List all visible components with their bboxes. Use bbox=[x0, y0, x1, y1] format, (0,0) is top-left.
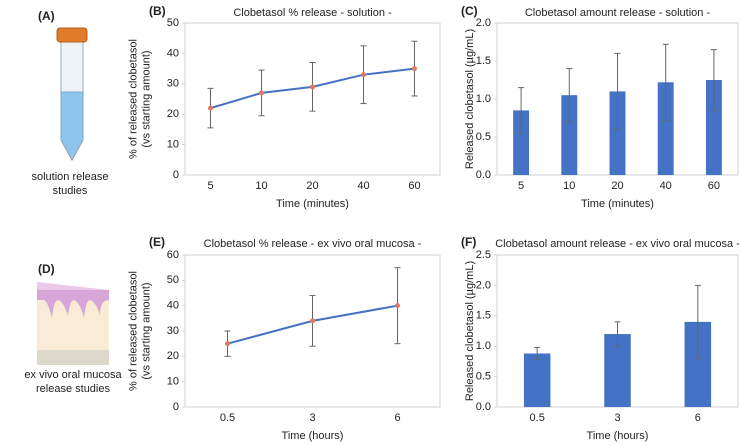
x-axis-label: Time (hours) bbox=[282, 430, 344, 442]
y-tick-label: 0.5 bbox=[476, 371, 491, 383]
plot-frame bbox=[184, 22, 441, 176]
x-tick-label: 40 bbox=[660, 180, 672, 192]
bar bbox=[705, 80, 722, 175]
x-tick-label: 6 bbox=[394, 412, 400, 424]
y-tick-label: 0.0 bbox=[476, 401, 491, 413]
y-tick-label: 0 bbox=[173, 169, 179, 181]
panel-label: (E) bbox=[149, 235, 165, 249]
chart-title: Clobetasol % release - solution - bbox=[233, 7, 392, 19]
x-tick-label: 60 bbox=[708, 180, 720, 192]
y-tick-label: 40 bbox=[167, 300, 179, 312]
y-tick-label: 10 bbox=[167, 376, 179, 388]
point bbox=[310, 84, 315, 90]
y-tick-label: 10 bbox=[167, 139, 179, 151]
x-tick-label: 6 bbox=[695, 412, 701, 424]
point bbox=[361, 72, 366, 78]
x-tick-label: 40 bbox=[357, 180, 369, 192]
y-tick-label: 20 bbox=[167, 108, 179, 120]
y-tick-label: 1.0 bbox=[476, 93, 491, 105]
y-tick-label: 1.5 bbox=[476, 310, 491, 322]
x-axis-label: Time (hours) bbox=[587, 430, 649, 442]
y-tick-label: 0 bbox=[173, 401, 179, 413]
error-bar bbox=[662, 43, 669, 121]
x-tick-label: 20 bbox=[611, 180, 623, 192]
panel-label: (B) bbox=[149, 4, 166, 18]
x-tick-label: 3 bbox=[309, 412, 315, 424]
y-axis-label: % of released clobetasol bbox=[127, 39, 139, 159]
caption: release studies bbox=[36, 383, 110, 395]
bar bbox=[513, 110, 530, 175]
tube-illustration bbox=[56, 27, 88, 162]
y-tick-label: 2.0 bbox=[476, 17, 491, 29]
x-tick-label: 3 bbox=[614, 412, 620, 424]
x-tick-label: 20 bbox=[306, 180, 318, 192]
point bbox=[259, 90, 264, 96]
x-tick-label: 5 bbox=[207, 180, 213, 192]
x-tick-label: 10 bbox=[563, 180, 575, 192]
panel-label: (C) bbox=[461, 4, 478, 18]
error-bar bbox=[566, 68, 573, 123]
x-tick-label: 60 bbox=[408, 180, 420, 192]
point bbox=[395, 303, 400, 309]
caption: ex vivo oral mucosa bbox=[24, 369, 122, 381]
y-tick-label: 0.0 bbox=[476, 169, 491, 181]
error-bar bbox=[614, 321, 621, 347]
x-axis-label: Time (minutes) bbox=[276, 198, 349, 210]
x-tick-label: 5 bbox=[518, 180, 524, 192]
error-bar bbox=[518, 87, 525, 134]
error-bar bbox=[614, 52, 621, 130]
y-tick-label: 20 bbox=[167, 350, 179, 362]
panel-label: (D) bbox=[38, 262, 55, 276]
y-tick-label: 30 bbox=[167, 325, 179, 337]
point bbox=[310, 318, 315, 324]
y-tick-label: 1.5 bbox=[476, 55, 491, 67]
y-tick-label: 50 bbox=[167, 274, 179, 286]
y-tick-label: 2.0 bbox=[476, 279, 491, 291]
x-tick-label: 0.5 bbox=[530, 412, 545, 424]
y-tick-label: 50 bbox=[167, 17, 179, 29]
y-axis-label: Released clobetasol (µg/mL) bbox=[464, 29, 476, 169]
mucosa-illustration bbox=[37, 282, 109, 365]
panel-label: (A) bbox=[38, 9, 55, 23]
chart-title: Clobetasol amount release - solution - bbox=[525, 7, 711, 19]
y-tick-label: 60 bbox=[167, 249, 179, 261]
y-tick-label: 1.0 bbox=[476, 340, 491, 352]
point bbox=[225, 341, 230, 347]
error-bar bbox=[710, 49, 717, 111]
bar bbox=[609, 91, 626, 175]
y-tick-label: 30 bbox=[167, 78, 179, 90]
y-axis-label: (vs starting amount) bbox=[140, 282, 152, 379]
error-bar bbox=[534, 346, 541, 361]
bar bbox=[523, 353, 551, 407]
caption: solution release bbox=[31, 171, 108, 183]
chart-title: Clobetasol amount release - ex vivo oral… bbox=[495, 238, 740, 250]
y-tick-label: 2.5 bbox=[476, 249, 491, 261]
chart-title: Clobetasol % release - ex vivo oral muco… bbox=[204, 238, 422, 250]
y-tick-label: 40 bbox=[167, 47, 179, 59]
y-axis-label: % of released clobetasol bbox=[127, 271, 139, 391]
caption: studies bbox=[53, 185, 88, 197]
x-tick-label: 0.5 bbox=[220, 412, 235, 424]
x-tick-label: 10 bbox=[255, 180, 267, 192]
error-bar bbox=[694, 284, 701, 359]
point bbox=[208, 105, 213, 111]
bar bbox=[561, 95, 578, 175]
y-axis-label: Released clobetasol (µg/mL) bbox=[464, 261, 476, 401]
y-tick-label: 0.5 bbox=[476, 131, 491, 143]
bar bbox=[657, 82, 674, 175]
x-axis-label: Time (minutes) bbox=[581, 198, 654, 210]
y-axis-label: (vs starting amount) bbox=[140, 50, 152, 147]
panel-label: (F) bbox=[461, 235, 476, 249]
point bbox=[412, 66, 417, 72]
